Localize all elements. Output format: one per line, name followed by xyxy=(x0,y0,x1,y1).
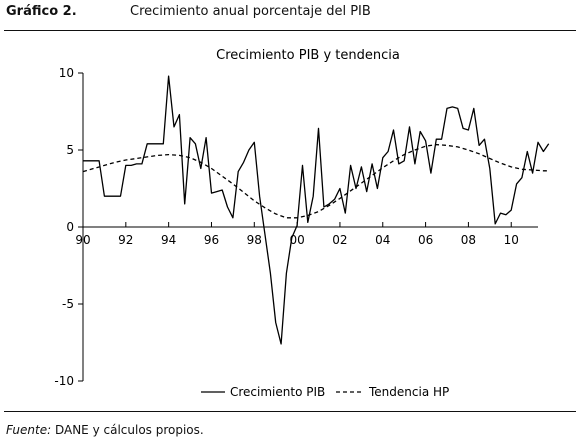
chart-series-layer xyxy=(82,75,550,345)
chart-title: Crecimiento PIB y tendencia xyxy=(216,48,400,63)
chart-legend: Crecimiento PIB Tendencia HP xyxy=(201,385,449,399)
y-tick-label: -10 xyxy=(54,374,74,388)
x-tick-label: 92 xyxy=(118,233,133,247)
footer-rule xyxy=(4,411,576,412)
figure-source: Fuente: DANE y cálculos propios. xyxy=(6,423,204,437)
figure-header: Gráfico 2. Crecimiento anual porcentaje … xyxy=(6,4,576,26)
source-label: Fuente: xyxy=(6,423,52,437)
header-rule xyxy=(4,30,576,31)
series-line-crecimiento-pib xyxy=(83,75,550,345)
legend-label-tendencia-hp: Tendencia HP xyxy=(368,385,449,399)
figure-title: Crecimiento anual porcentaje del PIB xyxy=(130,4,371,19)
x-tick-label: 10 xyxy=(504,233,519,247)
y-tick-label: -5 xyxy=(62,297,74,311)
x-tick-label: 98 xyxy=(247,233,262,247)
x-tick-label: 00 xyxy=(289,233,304,247)
x-tick-label: 90 xyxy=(75,233,90,247)
y-tick-label: 0 xyxy=(66,220,74,234)
chart-axes: 10 5 0 -5 -10 90 92 94 96 98 00 02 04 06 08 10 xyxy=(54,66,538,388)
x-tick-label: 08 xyxy=(461,233,476,247)
source-text: DANE y cálculos propios. xyxy=(54,423,204,437)
y-tick-label: 10 xyxy=(59,66,74,80)
legend-label-crecimiento-pib: Crecimiento PIB xyxy=(230,385,325,399)
series-line-tendencia-hp xyxy=(82,143,549,219)
figure-number: Gráfico 2. xyxy=(6,4,77,19)
x-tick-label: 02 xyxy=(332,233,347,247)
x-tick-label: 94 xyxy=(161,233,176,247)
x-tick-label: 04 xyxy=(375,233,390,247)
x-tick-label: 06 xyxy=(418,233,433,247)
x-tick-label: 96 xyxy=(204,233,219,247)
y-tick-label: 5 xyxy=(66,143,74,157)
